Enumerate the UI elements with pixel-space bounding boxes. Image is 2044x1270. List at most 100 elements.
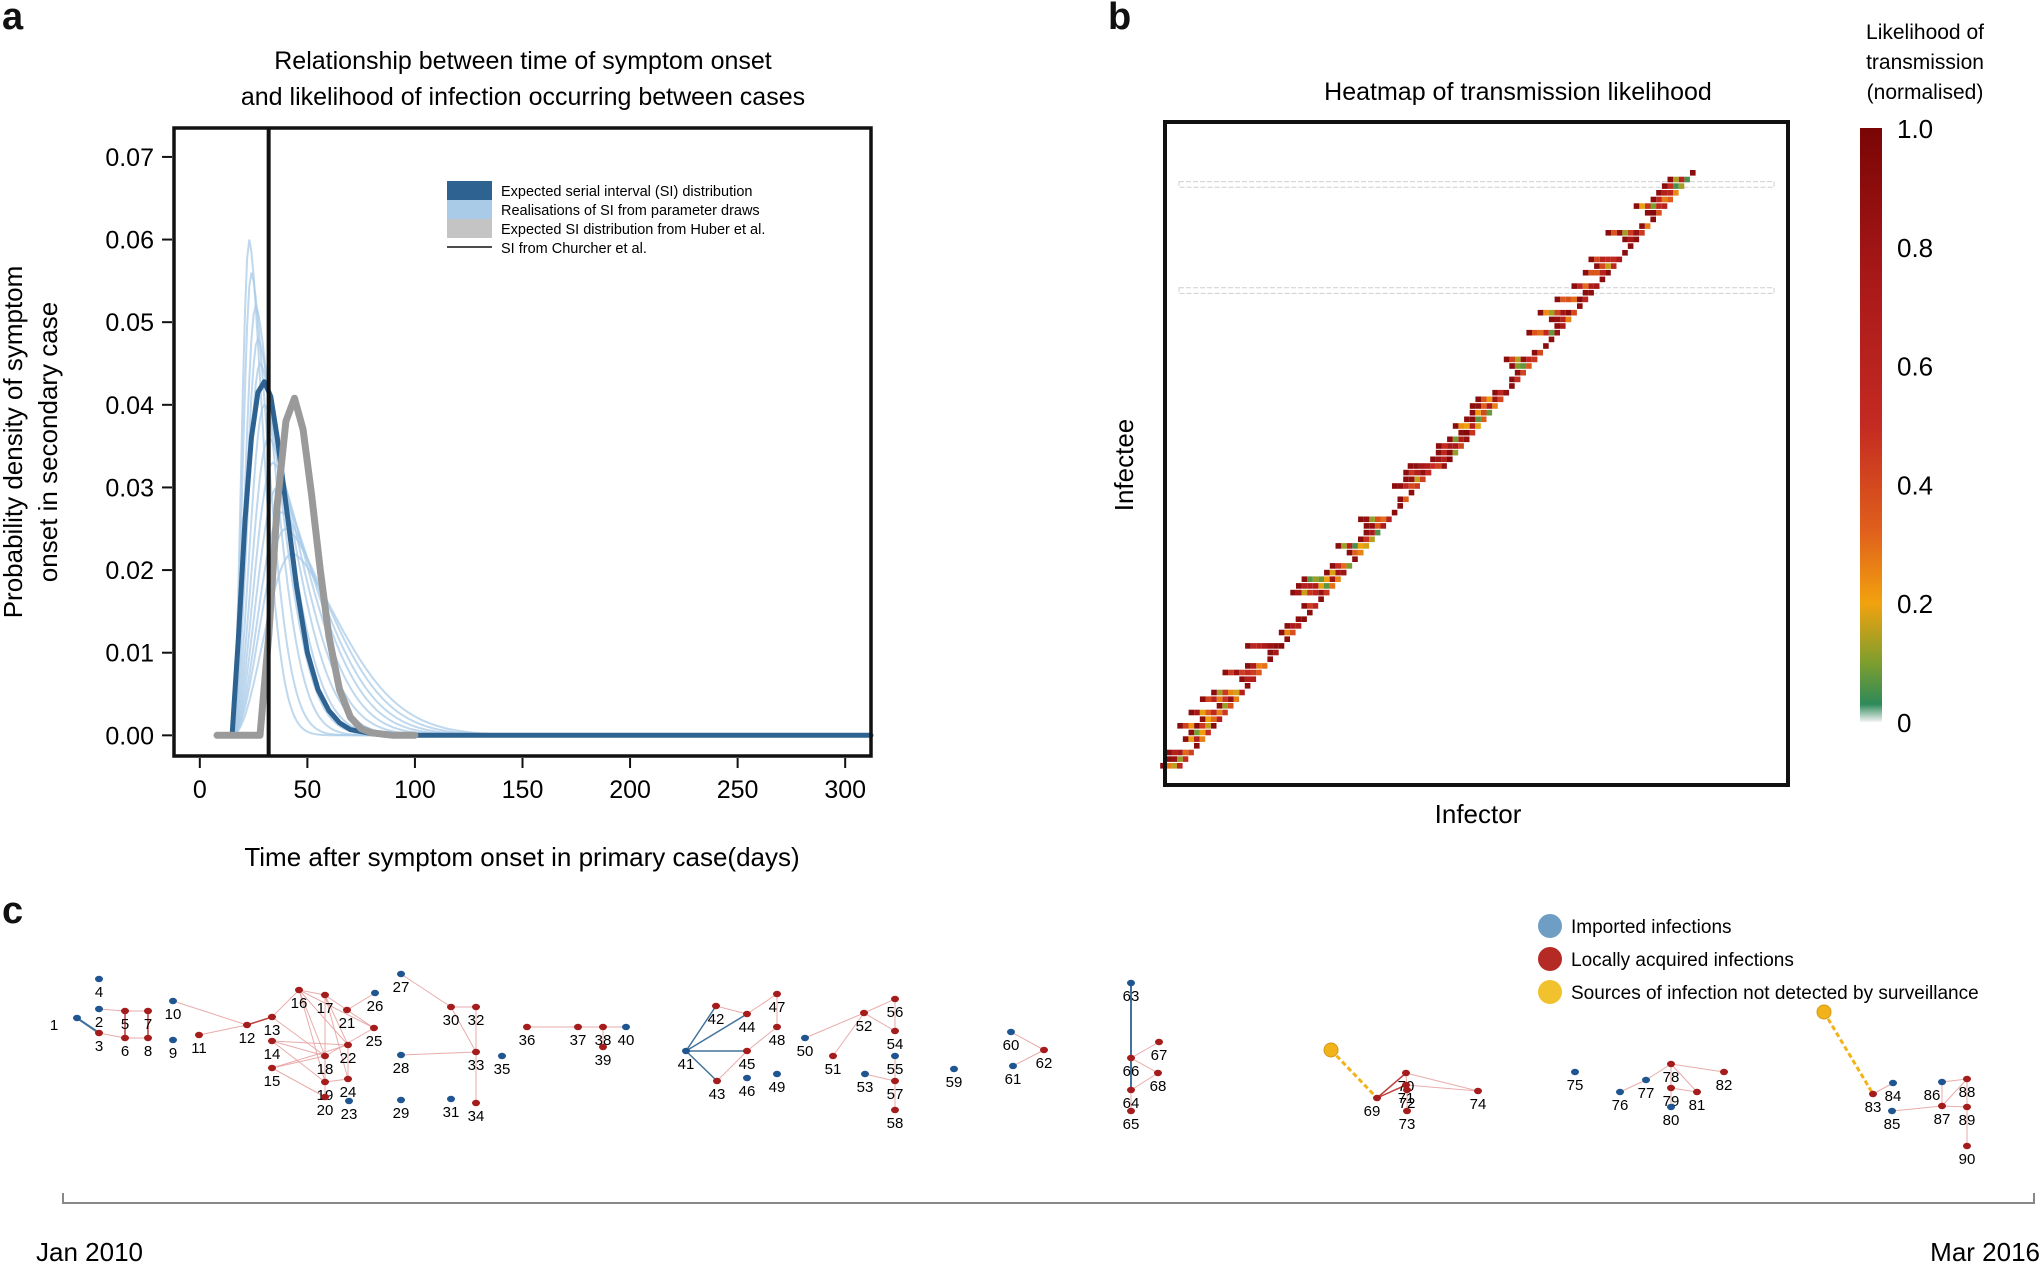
- colorbar-tick-label: 0: [1897, 708, 1911, 738]
- node-label: 10: [165, 1006, 182, 1023]
- heatmap-cell: [1324, 590, 1330, 596]
- heatmap-cell: [1301, 616, 1307, 622]
- heatmap-cell: [1549, 337, 1555, 343]
- heatmap-cell: [1606, 230, 1612, 236]
- node-label: 78: [1663, 1069, 1680, 1086]
- heatmap-cell: [1189, 710, 1195, 716]
- heatmap-cell: [1577, 283, 1583, 289]
- si-realisation-curve: [232, 463, 871, 736]
- node-label: 22: [340, 1050, 357, 1067]
- heatmap-cell: [1285, 623, 1291, 629]
- legend-swatch: [447, 181, 492, 200]
- heatmap-cell: [1492, 390, 1498, 396]
- y-tick-label: 0.02: [105, 557, 154, 585]
- heatmap-cell: [1296, 616, 1302, 622]
- local-node: [121, 1035, 129, 1041]
- heatmap-cell: [1667, 197, 1673, 203]
- node-label: 68: [1150, 1078, 1167, 1095]
- y-tick-label: 0.03: [105, 474, 154, 502]
- heatmap-cell: [1335, 563, 1341, 569]
- heatmap-cell: [1336, 543, 1342, 549]
- imported-node: [891, 1053, 899, 1059]
- network-edge: [299, 990, 374, 1028]
- y-tick-label: 0.00: [105, 722, 154, 750]
- node-label: 14: [264, 1046, 281, 1063]
- node-label: 66: [1123, 1063, 1140, 1080]
- heatmap-cell: [1420, 477, 1426, 483]
- local-node: [1402, 1070, 1410, 1076]
- heatmap-cell: [1589, 257, 1595, 263]
- heatmap-cell: [1645, 203, 1651, 209]
- heatmap-cell: [1583, 290, 1589, 296]
- heatmap-cell: [1352, 550, 1358, 556]
- heatmap-cell: [1509, 383, 1515, 389]
- heatmap-cell: [1415, 470, 1421, 476]
- node-label: 40: [618, 1032, 635, 1049]
- colorbar-title-line2: transmission: [1866, 51, 1984, 74]
- heatmap-cell: [1381, 517, 1387, 523]
- local-node: [891, 1078, 899, 1084]
- heatmap-cell: [1526, 357, 1532, 363]
- heatmap-cell: [1364, 530, 1370, 536]
- heatmap-cell: [1172, 756, 1178, 762]
- heatmap-cell: [1673, 183, 1679, 189]
- node-label: 89: [1959, 1112, 1976, 1129]
- heatmap-cell: [1369, 517, 1375, 523]
- heatmap-cell: [1330, 576, 1336, 582]
- heatmap-cell: [1369, 523, 1375, 529]
- heatmap-cell: [1447, 450, 1453, 456]
- local-node: [1963, 1104, 1971, 1110]
- legend-label: Realisations of SI from parameter draws: [501, 203, 760, 219]
- heatmap-cell: [1313, 576, 1319, 582]
- heatmap-cell: [1194, 723, 1200, 729]
- heatmap-cell: [1200, 736, 1206, 742]
- heatmap-cell: [1177, 763, 1183, 769]
- node-label: 7: [144, 1016, 152, 1033]
- heatmap-cell: [1409, 470, 1415, 476]
- node-label: 37: [570, 1032, 587, 1049]
- heatmap-cell: [1358, 543, 1364, 549]
- heatmap-cell: [1426, 470, 1432, 476]
- legend-marker: [1538, 980, 1562, 1004]
- heatmap-cell: [1475, 423, 1481, 429]
- heatmap-cell: [1684, 177, 1690, 183]
- local-node: [829, 1053, 837, 1059]
- heatmap-cell: [1594, 263, 1600, 269]
- local-node: [1403, 1087, 1411, 1093]
- heatmap-cell: [1481, 417, 1487, 423]
- colorbar-tick-label: 0.8: [1897, 233, 1933, 263]
- local-node: [295, 987, 303, 993]
- node-label: 16: [291, 995, 308, 1012]
- heatmap-cell: [1521, 363, 1527, 369]
- node-label: 32: [468, 1012, 485, 1029]
- heatmap-cell: [1656, 190, 1662, 196]
- heatmap-cell: [1302, 576, 1308, 582]
- heatmap-cell: [1313, 590, 1319, 596]
- heatmap-cell: [1639, 230, 1645, 236]
- node-label: 49: [769, 1079, 786, 1096]
- heatmap-cell: [1245, 676, 1251, 682]
- local-node: [144, 1008, 152, 1014]
- heatmap-cell: [1617, 257, 1623, 263]
- imported-node: [73, 1015, 81, 1021]
- colorbar-tick-label: 0.6: [1897, 352, 1933, 382]
- imported-node: [622, 1024, 630, 1030]
- node-label: 81: [1689, 1097, 1706, 1114]
- node-label: 50: [797, 1043, 814, 1060]
- heatmap-cell: [1651, 203, 1657, 209]
- heatmap-cell: [1555, 297, 1561, 303]
- heatmap-cell: [1245, 683, 1251, 689]
- local-node: [891, 1107, 899, 1113]
- heatmap-cell: [1409, 490, 1415, 496]
- heatmap-cell: [1324, 576, 1330, 582]
- local-node: [712, 1003, 720, 1009]
- heatmap-cell: [1430, 463, 1436, 469]
- imported-node: [371, 990, 379, 996]
- local-node: [1154, 1070, 1162, 1076]
- heatmap-cell: [1420, 470, 1426, 476]
- imported-node: [1571, 1069, 1579, 1075]
- heatmap-cell: [1549, 310, 1555, 316]
- local-node: [1127, 1108, 1135, 1114]
- colorbar-ticks: 1.00.80.60.40.20: [1897, 114, 1933, 738]
- node-label: 45: [739, 1056, 756, 1073]
